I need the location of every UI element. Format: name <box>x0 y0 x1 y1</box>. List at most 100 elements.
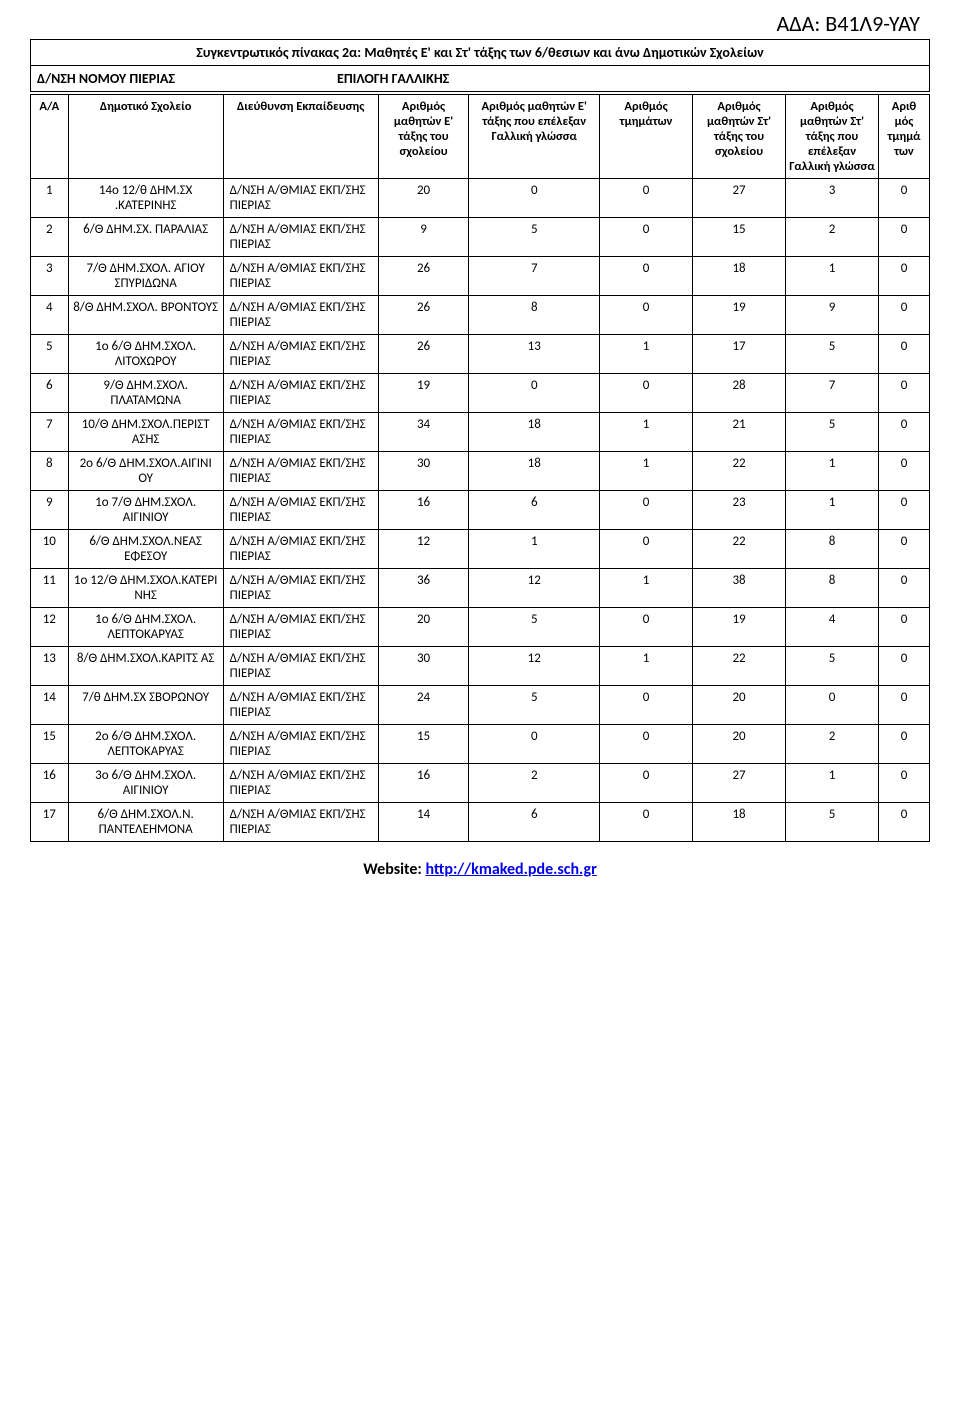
cell-school: 1ο 6/Θ ΔΗΜ.ΣΧΟΛ. ΛΙΤΟΧΩΡΟΥ <box>68 335 223 374</box>
cell-value: 30 <box>378 452 469 491</box>
cell-value: 26 <box>378 296 469 335</box>
cell-value: 36 <box>378 569 469 608</box>
cell-address: Δ/ΝΣΗ Α/ΘΜΙΑΣ ΕΚΠ/ΣΗΣ ΠΙΕΡΙΑΣ <box>223 413 378 452</box>
cell-value: 5 <box>786 335 879 374</box>
cell-value: 0 <box>879 296 930 335</box>
website-link[interactable]: http://kmaked.pde.sch.gr <box>425 860 596 879</box>
cell-value: 5 <box>469 218 600 257</box>
cell-value: 22 <box>693 530 786 569</box>
table-row: 48/Θ ΔΗΜ.ΣΧΟΛ. ΒΡΟΝΤΟΥΣΔ/ΝΣΗ Α/ΘΜΙΑΣ ΕΚΠ… <box>31 296 930 335</box>
cell-value: 22 <box>693 452 786 491</box>
cell-school: 10/Θ ΔΗΜ.ΣΧΟΛ.ΠΕΡΙΣΤ ΑΣΗΣ <box>68 413 223 452</box>
cell-value: 0 <box>879 725 930 764</box>
cell-address: Δ/ΝΣΗ Α/ΘΜΙΑΣ ΕΚΠ/ΣΗΣ ΠΙΕΡΙΑΣ <box>223 179 378 218</box>
cell-value: 0 <box>879 374 930 413</box>
cell-address: Δ/ΝΣΗ Α/ΘΜΙΑΣ ΕΚΠ/ΣΗΣ ΠΙΕΡΙΑΣ <box>223 218 378 257</box>
cell-value: 0 <box>879 764 930 803</box>
cell-value: 0 <box>879 413 930 452</box>
cell-address: Δ/ΝΣΗ Α/ΘΜΙΑΣ ΕΚΠ/ΣΗΣ ΠΙΕΡΙΑΣ <box>223 257 378 296</box>
table-row: 91ο 7/Θ ΔΗΜ.ΣΧΟΛ. ΑΙΓΙΝΙΟΥΔ/ΝΣΗ Α/ΘΜΙΑΣ … <box>31 491 930 530</box>
cell-aa: 15 <box>31 725 69 764</box>
table-row: 710/Θ ΔΗΜ.ΣΧΟΛ.ΠΕΡΙΣΤ ΑΣΗΣΔ/ΝΣΗ Α/ΘΜΙΑΣ … <box>31 413 930 452</box>
cell-value: 1 <box>600 413 693 452</box>
cell-school: 1ο 12/Θ ΔΗΜ.ΣΧΟΛ.ΚΑΤΕΡΙ ΝΗΣ <box>68 569 223 608</box>
data-table: Α/Α Δημοτικό Σχολείο Διεύθυνση Εκπαίδευσ… <box>30 94 930 842</box>
cell-aa: 10 <box>31 530 69 569</box>
cell-address: Δ/ΝΣΗ Α/ΘΜΙΑΣ ΕΚΠ/ΣΗΣ ΠΙΕΡΙΑΣ <box>223 452 378 491</box>
cell-school: 7/θ ΔΗΜ.ΣΧ ΣΒΟΡΩΝΟΥ <box>68 686 223 725</box>
cell-value: 34 <box>378 413 469 452</box>
cell-value: 1 <box>600 335 693 374</box>
col-header-e-total: Αριθμός μαθητών Ε' τάξης του σχολείου <box>378 95 469 179</box>
cell-value: 12 <box>469 569 600 608</box>
col-header-st-sections: Αριθ μός τμημά των <box>879 95 930 179</box>
header-subrow: Δ/ΝΣΗ ΝΟΜΟΥ ΠΙΕΡΙΑΣ ΕΠΙΛΟΓΗ ΓΑΛΛΙΚΗΣ <box>31 65 929 91</box>
table-row: 111ο 12/Θ ΔΗΜ.ΣΧΟΛ.ΚΑΤΕΡΙ ΝΗΣΔ/ΝΣΗ Α/ΘΜΙ… <box>31 569 930 608</box>
table-row: 163ο 6/Θ ΔΗΜ.ΣΧΟΛ. ΑΙΓΙΝΙΟΥΔ/ΝΣΗ Α/ΘΜΙΑΣ… <box>31 764 930 803</box>
cell-value: 1 <box>600 647 693 686</box>
cell-value: 7 <box>786 374 879 413</box>
cell-value: 1 <box>786 764 879 803</box>
cell-value: 19 <box>693 296 786 335</box>
cell-value: 26 <box>378 335 469 374</box>
cell-value: 16 <box>378 764 469 803</box>
cell-aa: 2 <box>31 218 69 257</box>
cell-aa: 6 <box>31 374 69 413</box>
cell-value: 0 <box>600 218 693 257</box>
cell-address: Δ/ΝΣΗ Α/ΘΜΙΑΣ ΕΚΠ/ΣΗΣ ΠΙΕΡΙΑΣ <box>223 725 378 764</box>
cell-school: 2ο 6/Θ ΔΗΜ.ΣΧΟΛ.ΑΙΓΙΝΙ ΟΥ <box>68 452 223 491</box>
cell-value: 0 <box>879 491 930 530</box>
cell-value: 4 <box>786 608 879 647</box>
cell-value: 17 <box>693 335 786 374</box>
region-label: Δ/ΝΣΗ ΝΟΜΟΥ ΠΙΕΡΙΑΣ <box>31 66 331 91</box>
cell-value: 5 <box>469 686 600 725</box>
cell-address: Δ/ΝΣΗ Α/ΘΜΙΑΣ ΕΚΠ/ΣΗΣ ΠΙΕΡΙΑΣ <box>223 296 378 335</box>
table-header-row: Α/Α Δημοτικό Σχολείο Διεύθυνση Εκπαίδευσ… <box>31 95 930 179</box>
cell-value: 2 <box>786 725 879 764</box>
cell-value: 0 <box>469 725 600 764</box>
cell-aa: 13 <box>31 647 69 686</box>
cell-aa: 7 <box>31 413 69 452</box>
cell-value: 12 <box>469 647 600 686</box>
cell-value: 24 <box>378 686 469 725</box>
cell-value: 0 <box>600 491 693 530</box>
table-row: 26/Θ ΔΗΜ.ΣΧ. ΠΑΡΑΛΙΑΣΔ/ΝΣΗ Α/ΘΜΙΑΣ ΕΚΠ/Σ… <box>31 218 930 257</box>
cell-value: 12 <box>378 530 469 569</box>
cell-value: 0 <box>879 335 930 374</box>
cell-value: 16 <box>378 491 469 530</box>
cell-value: 18 <box>469 452 600 491</box>
cell-value: 8 <box>469 296 600 335</box>
selection-label: ΕΠΙΛΟΓΗ ΓΑΛΛΙΚΗΣ <box>331 66 455 91</box>
cell-school: 2ο 6/Θ ΔΗΜ.ΣΧΟΛ. ΛΕΠΤΟΚΑΡΥΑΣ <box>68 725 223 764</box>
table-row: 147/θ ΔΗΜ.ΣΧ ΣΒΟΡΩΝΟΥΔ/ΝΣΗ Α/ΘΜΙΑΣ ΕΚΠ/Σ… <box>31 686 930 725</box>
cell-address: Δ/ΝΣΗ Α/ΘΜΙΑΣ ΕΚΠ/ΣΗΣ ΠΙΕΡΙΑΣ <box>223 335 378 374</box>
cell-value: 8 <box>786 569 879 608</box>
cell-value: 20 <box>693 686 786 725</box>
table-row: 37/Θ ΔΗΜ.ΣΧΟΛ. ΑΓΙΟΥ ΣΠΥΡΙΔΩΝΑΔ/ΝΣΗ Α/ΘΜ… <box>31 257 930 296</box>
cell-value: 0 <box>879 647 930 686</box>
cell-value: 0 <box>600 530 693 569</box>
cell-value: 18 <box>693 257 786 296</box>
cell-value: 14 <box>378 803 469 842</box>
cell-value: 0 <box>600 374 693 413</box>
cell-address: Δ/ΝΣΗ Α/ΘΜΙΑΣ ΕΚΠ/ΣΗΣ ΠΙΕΡΙΑΣ <box>223 569 378 608</box>
cell-aa: 4 <box>31 296 69 335</box>
cell-value: 6 <box>469 491 600 530</box>
table-row: 114ο 12/θ ΔΗΜ.ΣΧ .ΚΑΤΕΡΙΝΗΣΔ/ΝΣΗ Α/ΘΜΙΑΣ… <box>31 179 930 218</box>
cell-address: Δ/ΝΣΗ Α/ΘΜΙΑΣ ΕΚΠ/ΣΗΣ ΠΙΕΡΙΑΣ <box>223 803 378 842</box>
cell-address: Δ/ΝΣΗ Α/ΘΜΙΑΣ ΕΚΠ/ΣΗΣ ΠΙΕΡΙΑΣ <box>223 530 378 569</box>
cell-value: 30 <box>378 647 469 686</box>
cell-value: 0 <box>879 179 930 218</box>
cell-value: 2 <box>469 764 600 803</box>
cell-address: Δ/ΝΣΗ Α/ΘΜΙΑΣ ΕΚΠ/ΣΗΣ ΠΙΕΡΙΑΣ <box>223 608 378 647</box>
cell-value: 1 <box>786 257 879 296</box>
cell-value: 20 <box>378 179 469 218</box>
cell-value: 0 <box>600 686 693 725</box>
cell-aa: 1 <box>31 179 69 218</box>
col-header-st-french: Αριθμός μαθητών Στ' τάξης που επέλεξαν Γ… <box>786 95 879 179</box>
table-row: 82ο 6/Θ ΔΗΜ.ΣΧΟΛ.ΑΙΓΙΝΙ ΟΥΔ/ΝΣΗ Α/ΘΜΙΑΣ … <box>31 452 930 491</box>
cell-value: 18 <box>469 413 600 452</box>
cell-value: 1 <box>600 569 693 608</box>
cell-value: 0 <box>600 179 693 218</box>
cell-value: 6 <box>469 803 600 842</box>
